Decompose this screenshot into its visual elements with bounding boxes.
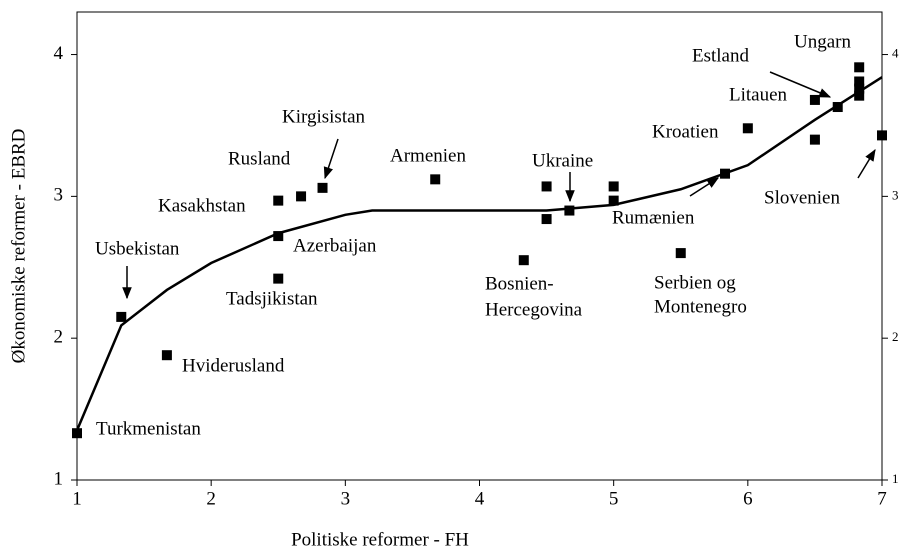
x-tick-label: 6 bbox=[743, 488, 753, 509]
data-point bbox=[877, 130, 887, 141]
annotation: Bosnien- bbox=[485, 273, 554, 294]
y2-tick-label: 3 bbox=[892, 187, 899, 202]
data-point bbox=[72, 428, 82, 439]
data-point bbox=[541, 214, 552, 225]
y2-tick-label: 2 bbox=[892, 329, 899, 344]
annotation: Rusland bbox=[228, 148, 291, 169]
annotation: Azerbaijan bbox=[293, 235, 377, 256]
data-point bbox=[273, 273, 284, 284]
annotation: Litauen bbox=[729, 84, 788, 105]
data-point bbox=[675, 248, 686, 259]
data-point bbox=[854, 76, 865, 87]
x-axis-label: Politiske reformer - FH bbox=[291, 529, 469, 550]
annotation: Tadsjikistan bbox=[226, 288, 318, 309]
y-tick-label: 2 bbox=[54, 327, 64, 348]
annotation: Kirgisistan bbox=[282, 106, 366, 127]
x-tick-label: 1 bbox=[72, 488, 82, 509]
y-axis-label: Økonomiske reformer - EBRD bbox=[8, 129, 29, 364]
x-tick-label: 2 bbox=[206, 488, 216, 509]
data-point bbox=[832, 102, 843, 113]
annotation: Usbekistan bbox=[95, 238, 180, 259]
y-tick-label: 4 bbox=[54, 43, 64, 64]
data-point bbox=[317, 182, 328, 193]
x-tick-label: 5 bbox=[609, 488, 619, 509]
data-point bbox=[809, 134, 820, 145]
annotation: Estland bbox=[692, 45, 749, 66]
y2-tick-label: 1 bbox=[892, 471, 899, 486]
data-point bbox=[564, 205, 575, 216]
data-point bbox=[854, 62, 865, 73]
annotation: Ukraine bbox=[532, 150, 593, 171]
plot-frame bbox=[76, 11, 883, 481]
annotation: Montenegro bbox=[654, 296, 747, 317]
y-tick-label: 1 bbox=[54, 468, 64, 489]
annotation: Kroatien bbox=[652, 121, 719, 142]
data-point bbox=[296, 191, 307, 202]
annotation: Ungarn bbox=[794, 31, 851, 52]
annotation: Kasakhstan bbox=[158, 195, 246, 216]
data-point bbox=[518, 255, 529, 266]
y-tick-label: 3 bbox=[54, 185, 64, 206]
data-point bbox=[430, 174, 441, 185]
data-point bbox=[608, 181, 619, 192]
data-point bbox=[541, 181, 552, 192]
data-point bbox=[720, 168, 731, 179]
annotation: Hercegovina bbox=[485, 299, 583, 320]
y2-tick-label: 4 bbox=[892, 46, 899, 61]
data-point bbox=[273, 231, 284, 242]
data-point bbox=[116, 311, 127, 322]
x-tick-label: 7 bbox=[877, 488, 887, 509]
data-point bbox=[161, 350, 172, 361]
arrows bbox=[122, 71, 876, 300]
data-point bbox=[742, 123, 753, 134]
annotation: Slovenien bbox=[764, 187, 840, 208]
annotation: Armenien bbox=[390, 145, 466, 166]
data-point bbox=[854, 90, 865, 101]
annotation: Hviderusland bbox=[182, 355, 285, 376]
data-point bbox=[273, 195, 284, 206]
data-point bbox=[809, 94, 820, 105]
annotation: Turkmenistan bbox=[96, 418, 201, 439]
data-point bbox=[854, 83, 865, 94]
fit-curve bbox=[75, 76, 883, 431]
x-tick-label: 4 bbox=[475, 488, 485, 509]
annotation: Rumænien bbox=[612, 207, 695, 228]
data-point bbox=[608, 195, 619, 206]
x-tick-label: 3 bbox=[341, 488, 351, 509]
annotation: Serbien og bbox=[654, 272, 736, 293]
